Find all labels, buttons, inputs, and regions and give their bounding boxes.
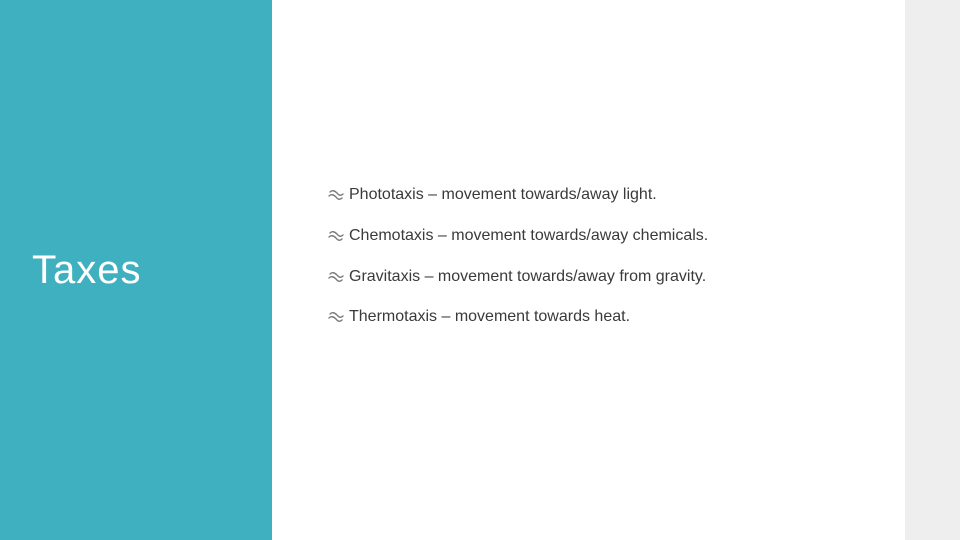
list-item: Phototaxis – movement towards/away light… xyxy=(327,185,875,206)
slide-title: Taxes xyxy=(32,248,142,293)
bullet-text: Phototaxis – movement towards/away light… xyxy=(349,185,875,206)
slide: Taxes Phototaxis – movement towards/away… xyxy=(0,0,905,540)
bullet-text: Chemotaxis – movement towards/away chemi… xyxy=(349,226,875,247)
bullet-text: Gravitaxis – movement towards/away from … xyxy=(349,267,875,288)
list-item: Chemotaxis – movement towards/away chemi… xyxy=(327,226,875,247)
content-panel: Phototaxis – movement towards/away light… xyxy=(272,0,905,540)
link-bullet-icon xyxy=(327,270,345,284)
right-margin xyxy=(905,0,960,540)
link-bullet-icon xyxy=(327,188,345,202)
list-item: Gravitaxis – movement towards/away from … xyxy=(327,267,875,288)
list-item: Thermotaxis – movement towards heat. xyxy=(327,307,875,328)
sidebar-panel: Taxes xyxy=(0,0,272,540)
bullet-text: Thermotaxis – movement towards heat. xyxy=(349,307,875,328)
link-bullet-icon xyxy=(327,310,345,324)
link-bullet-icon xyxy=(327,229,345,243)
